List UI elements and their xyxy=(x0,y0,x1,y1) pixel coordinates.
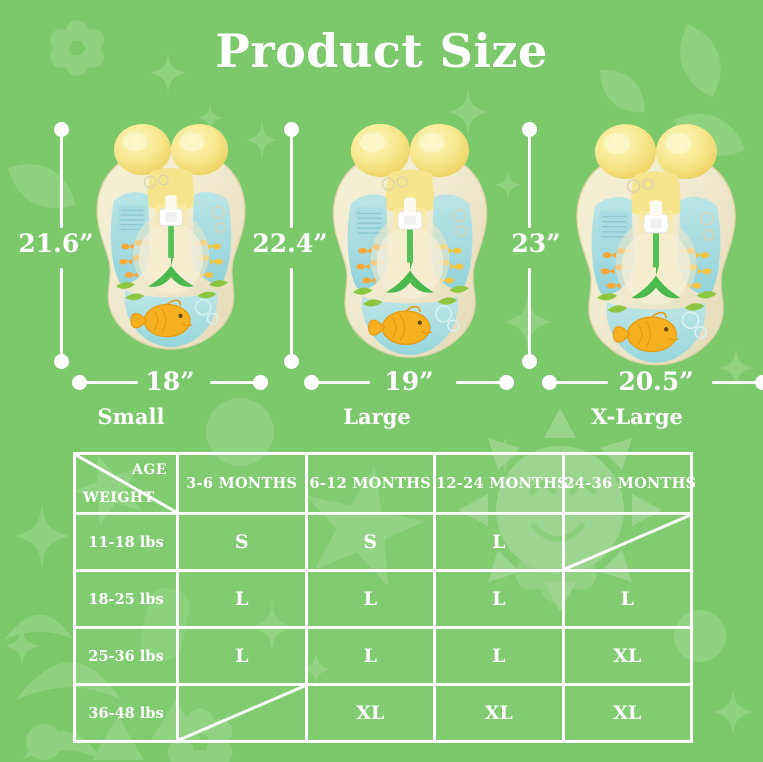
measure-line xyxy=(312,381,370,384)
measure-dot-icon xyxy=(284,354,299,369)
height-label-small: 21.6” xyxy=(18,229,94,258)
size-cell: L xyxy=(176,626,308,686)
measure-dot-icon xyxy=(755,375,763,390)
empty-cell-slash-icon xyxy=(179,686,305,740)
width-measure-small: 18” xyxy=(72,367,268,396)
measure-dot-icon xyxy=(72,375,87,390)
measure-dot-icon xyxy=(284,122,299,137)
measure-line xyxy=(528,268,531,360)
size-cell: L xyxy=(433,569,565,629)
width-label-small: 18” xyxy=(145,367,195,396)
measure-line xyxy=(456,381,506,384)
measure-dot-icon xyxy=(542,375,557,390)
row-header-25-36-lbs: 25-36 lbs xyxy=(73,626,179,686)
row-header-11-18-lbs: 11-18 lbs xyxy=(73,512,179,572)
product-name-large: Large xyxy=(343,404,411,429)
size-cell: S xyxy=(176,512,308,572)
column-header-24-36-months: 24-36 MONTHS xyxy=(561,452,696,515)
row-header-18-25-lbs: 18-25 lbs xyxy=(73,569,179,629)
product-large: 22.4” xyxy=(252,108,514,429)
measure-dot-icon xyxy=(522,122,537,137)
column-header-3-6-months: 3-6 MONTHS xyxy=(176,452,308,515)
measure-line xyxy=(210,381,260,384)
corner-weight-label: WEIGHT xyxy=(83,490,155,506)
width-measure-xlarge: 20.5” xyxy=(542,367,763,396)
size-cell: L xyxy=(561,569,693,629)
measure-line xyxy=(528,130,531,228)
size-cell: S xyxy=(304,512,436,572)
height-measure-xlarge: 23” xyxy=(482,118,578,369)
size-cell-empty xyxy=(561,512,693,572)
size-cell: XL xyxy=(561,683,693,743)
column-header-12-24-months: 12-24 MONTHS xyxy=(433,452,568,515)
measure-line xyxy=(290,130,293,228)
height-label-xlarge: 23” xyxy=(511,229,561,258)
measure-dot-icon xyxy=(522,354,537,369)
baby-swim-float-icon xyxy=(550,113,762,377)
measure-line xyxy=(60,268,63,360)
measure-line xyxy=(712,381,762,384)
corner-age-label: AGE xyxy=(132,462,167,478)
size-cell: XL xyxy=(304,683,436,743)
size-cell: L xyxy=(433,626,565,686)
size-cell: XL xyxy=(561,626,693,686)
product-name-small: Small xyxy=(97,404,165,429)
measure-dot-icon xyxy=(54,354,69,369)
measure-dot-icon xyxy=(499,375,514,390)
baby-swim-float-icon xyxy=(310,113,510,369)
column-header-6-12-months: 6-12 MONTHS xyxy=(304,452,436,515)
measure-line xyxy=(80,381,138,384)
table-corner-header: AGE WEIGHT xyxy=(73,452,179,515)
measure-line xyxy=(60,130,63,228)
corner-diagonal-line xyxy=(76,455,176,512)
size-chart-table: AGE WEIGHT 3-6 MONTHS 6-12 MONTHS 12-24 … xyxy=(73,452,696,743)
measure-dot-icon xyxy=(54,122,69,137)
product-small: 21.6” xyxy=(14,108,268,429)
table-row: 25-36 lbs L L L XL xyxy=(73,626,693,686)
empty-cell-slash-icon xyxy=(565,515,691,569)
size-cell: XL xyxy=(433,683,565,743)
width-label-large: 19” xyxy=(384,367,434,396)
size-cell: L xyxy=(433,512,565,572)
table-header-row: AGE WEIGHT 3-6 MONTHS 6-12 MONTHS 12-24 … xyxy=(73,452,696,515)
height-measure-large: 22.4” xyxy=(244,118,340,369)
table-row: 11-18 lbs S S L xyxy=(73,512,693,572)
width-measure-large: 19” xyxy=(304,367,514,396)
size-cell: L xyxy=(304,626,436,686)
measure-dot-icon xyxy=(253,375,268,390)
page-title: Product Size xyxy=(215,24,548,78)
row-header-36-48-lbs: 36-48 lbs xyxy=(73,683,179,743)
product-xlarge: 23” xyxy=(498,108,763,429)
table-row: 36-48 lbs XL XL XL xyxy=(73,683,693,743)
size-cell: L xyxy=(176,569,308,629)
product-name-xlarge: X-Large xyxy=(591,404,683,429)
size-cell: L xyxy=(304,569,436,629)
table-row: 18-25 lbs L L L L xyxy=(73,569,693,629)
measure-dot-icon xyxy=(304,375,319,390)
measure-line xyxy=(550,381,608,384)
height-label-large: 22.4” xyxy=(252,229,328,258)
height-measure-small: 21.6” xyxy=(14,118,110,369)
baby-swim-float-icon xyxy=(76,113,266,361)
size-cell-empty xyxy=(176,683,308,743)
measure-line xyxy=(290,268,293,360)
product-size-row: 21.6” xyxy=(0,108,763,429)
width-label-xlarge: 20.5” xyxy=(618,367,694,396)
